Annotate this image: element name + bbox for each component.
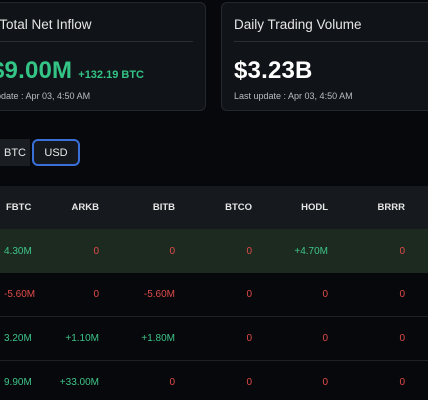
cell-fbtc: 9.90M: [4, 377, 32, 388]
cell-bitb: -5.60M: [143, 289, 175, 300]
cell-arkb: +1.10M: [65, 333, 99, 344]
cell-bitb: 0: [169, 377, 175, 388]
cell-bitb: 0: [169, 245, 175, 257]
cell-brrr: 0: [399, 377, 405, 388]
usd-toggle-button[interactable]: USD: [32, 139, 80, 166]
cell-bitb: +1.80M: [141, 333, 175, 344]
cell-arkb: 0: [93, 245, 99, 257]
card-divider: [234, 41, 428, 42]
column-header-arkb[interactable]: ARKB: [71, 202, 99, 213]
cell-brrr: 0: [399, 245, 405, 257]
cell-hodl: 0: [322, 333, 328, 344]
net-inflow-values: $9.00M +132.19 BTC: [0, 57, 144, 85]
table-header: FBTC ARKB BITB BTCO HODL BRRR: [0, 186, 428, 229]
column-header-btco[interactable]: BTCO: [225, 202, 252, 213]
btc-toggle-button[interactable]: BTC: [0, 139, 30, 166]
net-inflow-value: $9.00M: [0, 57, 73, 84]
net-inflow-update: update : Apr 03, 4:50 AM: [0, 91, 91, 101]
column-header-hodl[interactable]: HODL: [301, 202, 328, 213]
cell-arkb: +33.00M: [59, 377, 99, 388]
cell-brrr: 0: [399, 333, 405, 344]
column-header-bitb[interactable]: BITB: [152, 202, 175, 213]
cell-hodl: 0: [322, 377, 328, 388]
cell-btco: 0: [246, 245, 252, 257]
cell-hodl: 0: [322, 289, 328, 300]
cell-btco: 0: [246, 289, 252, 300]
cell-btco: 0: [246, 333, 252, 344]
trading-volume-card: Daily Trading Volume $3.23B Last update …: [221, 2, 428, 111]
table-row[interactable]: 4.30M 0 0 0 +4.70M 0: [0, 229, 428, 273]
net-inflow-delta: +132.19 BTC: [78, 69, 144, 81]
trading-volume-value: $3.23B: [234, 57, 313, 84]
etf-flow-table: FBTC ARKB BITB BTCO HODL BRRR 4.30M 0 0 …: [0, 186, 428, 400]
cell-brrr: 0: [399, 289, 405, 300]
table-row[interactable]: 9.90M +33.00M 0 0 0 0: [0, 361, 428, 400]
trading-volume-title: Daily Trading Volume: [234, 17, 362, 32]
cell-fbtc: 4.30M: [4, 245, 32, 257]
column-header-fbtc[interactable]: FBTC: [6, 202, 32, 213]
column-header-brrr[interactable]: BRRR: [377, 202, 405, 213]
cell-btco: 0: [246, 377, 252, 388]
trading-volume-values: $3.23B: [234, 57, 313, 85]
table-row[interactable]: 3.20M +1.10M +1.80M 0 0 0: [0, 317, 428, 361]
table-row[interactable]: -5.60M 0 -5.60M 0 0 0: [0, 273, 428, 317]
net-inflow-card: ly Total Net Inflow $9.00M +132.19 BTC u…: [0, 2, 206, 111]
cell-fbtc: -5.60M: [4, 289, 36, 300]
cell-hodl: +4.70M: [294, 245, 328, 257]
net-inflow-title: ly Total Net Inflow: [0, 17, 92, 32]
currency-toggle: BTC USD: [0, 139, 80, 166]
trading-volume-update: Last update : Apr 03, 4:50 AM: [234, 91, 353, 101]
cell-arkb: 0: [93, 289, 99, 300]
card-divider: [0, 41, 193, 42]
cell-fbtc: 3.20M: [4, 333, 32, 344]
